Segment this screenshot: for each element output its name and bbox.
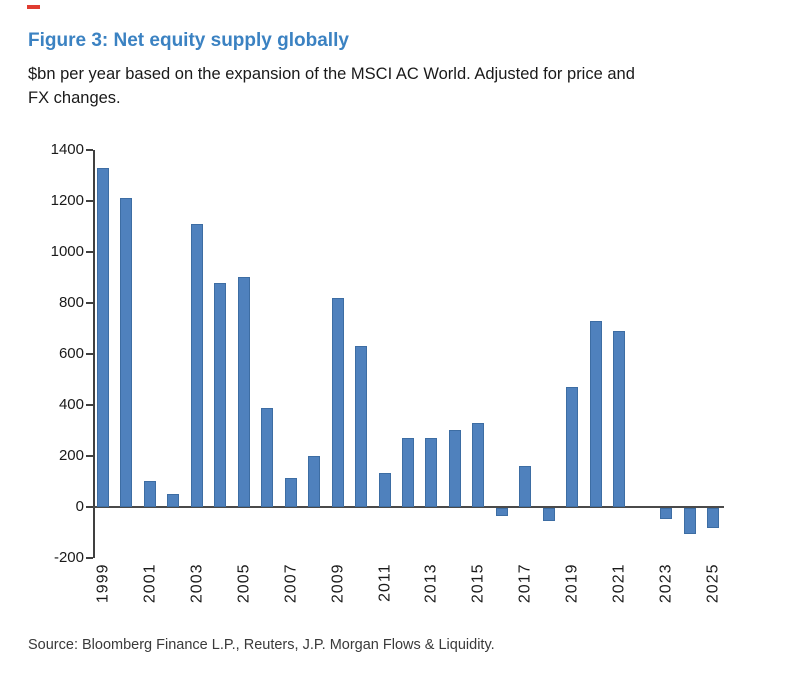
figure-subtitle: $bn per year based on the expansion of t… [28, 62, 635, 110]
y-axis-tick [86, 455, 93, 457]
y-axis-tick-label: 0 [75, 498, 84, 515]
bar-2010 [355, 346, 367, 507]
y-axis-line [93, 150, 95, 558]
y-axis-tick [86, 251, 93, 253]
x-axis-tick-label: 2011 [376, 563, 394, 602]
bar-2016 [496, 508, 508, 516]
y-axis-tick-label: 1000 [50, 243, 84, 260]
bar-2001 [144, 481, 156, 507]
bar-2017 [519, 466, 531, 507]
y-axis-tick-label: -200 [53, 549, 84, 566]
y-axis-tick [86, 506, 93, 508]
bar-2009 [332, 298, 344, 507]
x-axis-tick-label: 2021 [610, 563, 628, 604]
source-note: Source: Bloomberg Finance L.P., Reuters,… [28, 637, 495, 653]
bar-2014 [449, 430, 461, 507]
y-axis-tick [86, 149, 93, 151]
bar-2015 [472, 423, 484, 507]
bar-2008 [308, 456, 320, 507]
figure-subtitle-line: FX changes. [28, 89, 121, 107]
bar-2020 [590, 321, 602, 507]
x-axis-tick-label: 2025 [704, 563, 722, 604]
x-axis-tick-label: 2013 [422, 563, 440, 604]
x-axis-tick-label: 2005 [235, 563, 253, 604]
bar-2021 [613, 331, 625, 507]
bar-2000 [120, 198, 132, 507]
y-axis-tick-label: 1400 [50, 141, 84, 158]
y-axis-tick-label: 200 [58, 447, 84, 464]
bar-2007 [285, 478, 297, 507]
x-axis-tick-label: 2017 [516, 563, 534, 604]
x-axis-tick-label: 2001 [141, 563, 159, 604]
bar-2025 [707, 508, 719, 528]
x-axis-tick-label: 2019 [563, 563, 581, 604]
bar-2019 [566, 387, 578, 507]
x-axis-tick-label: 2003 [188, 563, 206, 604]
figure-title: Figure 3: Net equity supply globally [28, 30, 349, 51]
x-axis-tick-label: 2007 [282, 563, 300, 604]
bar-2005 [238, 277, 250, 507]
y-axis-tick [86, 353, 93, 355]
x-axis-tick-label: 1999 [94, 563, 112, 604]
y-axis-tick [86, 557, 93, 559]
y-axis-tick-label: 600 [58, 345, 84, 362]
y-axis-tick-label: 1200 [50, 192, 84, 209]
annotation-mark [27, 5, 40, 9]
bar-2004 [214, 283, 226, 507]
bar-2023 [660, 508, 672, 519]
bar-2024 [684, 508, 696, 534]
x-axis-tick-label: 2009 [329, 563, 347, 604]
bar-1999 [97, 168, 109, 507]
bar-2013 [425, 438, 437, 507]
bar-2002 [167, 494, 179, 507]
x-axis-tick-label: 2015 [469, 563, 487, 604]
x-axis-baseline [93, 506, 724, 508]
bar-2011 [379, 473, 391, 507]
bar-2018 [543, 508, 555, 521]
bar-2012 [402, 438, 414, 507]
bar-2006 [261, 408, 273, 507]
y-axis-tick [86, 200, 93, 202]
bar-2003 [191, 224, 203, 507]
y-axis-tick-label: 400 [58, 396, 84, 413]
y-axis-tick [86, 302, 93, 304]
y-axis-tick-label: 800 [58, 294, 84, 311]
y-axis-tick [86, 404, 93, 406]
x-axis-tick-label: 2023 [657, 563, 675, 604]
figure-subtitle-line: $bn per year based on the expansion of t… [28, 65, 635, 83]
